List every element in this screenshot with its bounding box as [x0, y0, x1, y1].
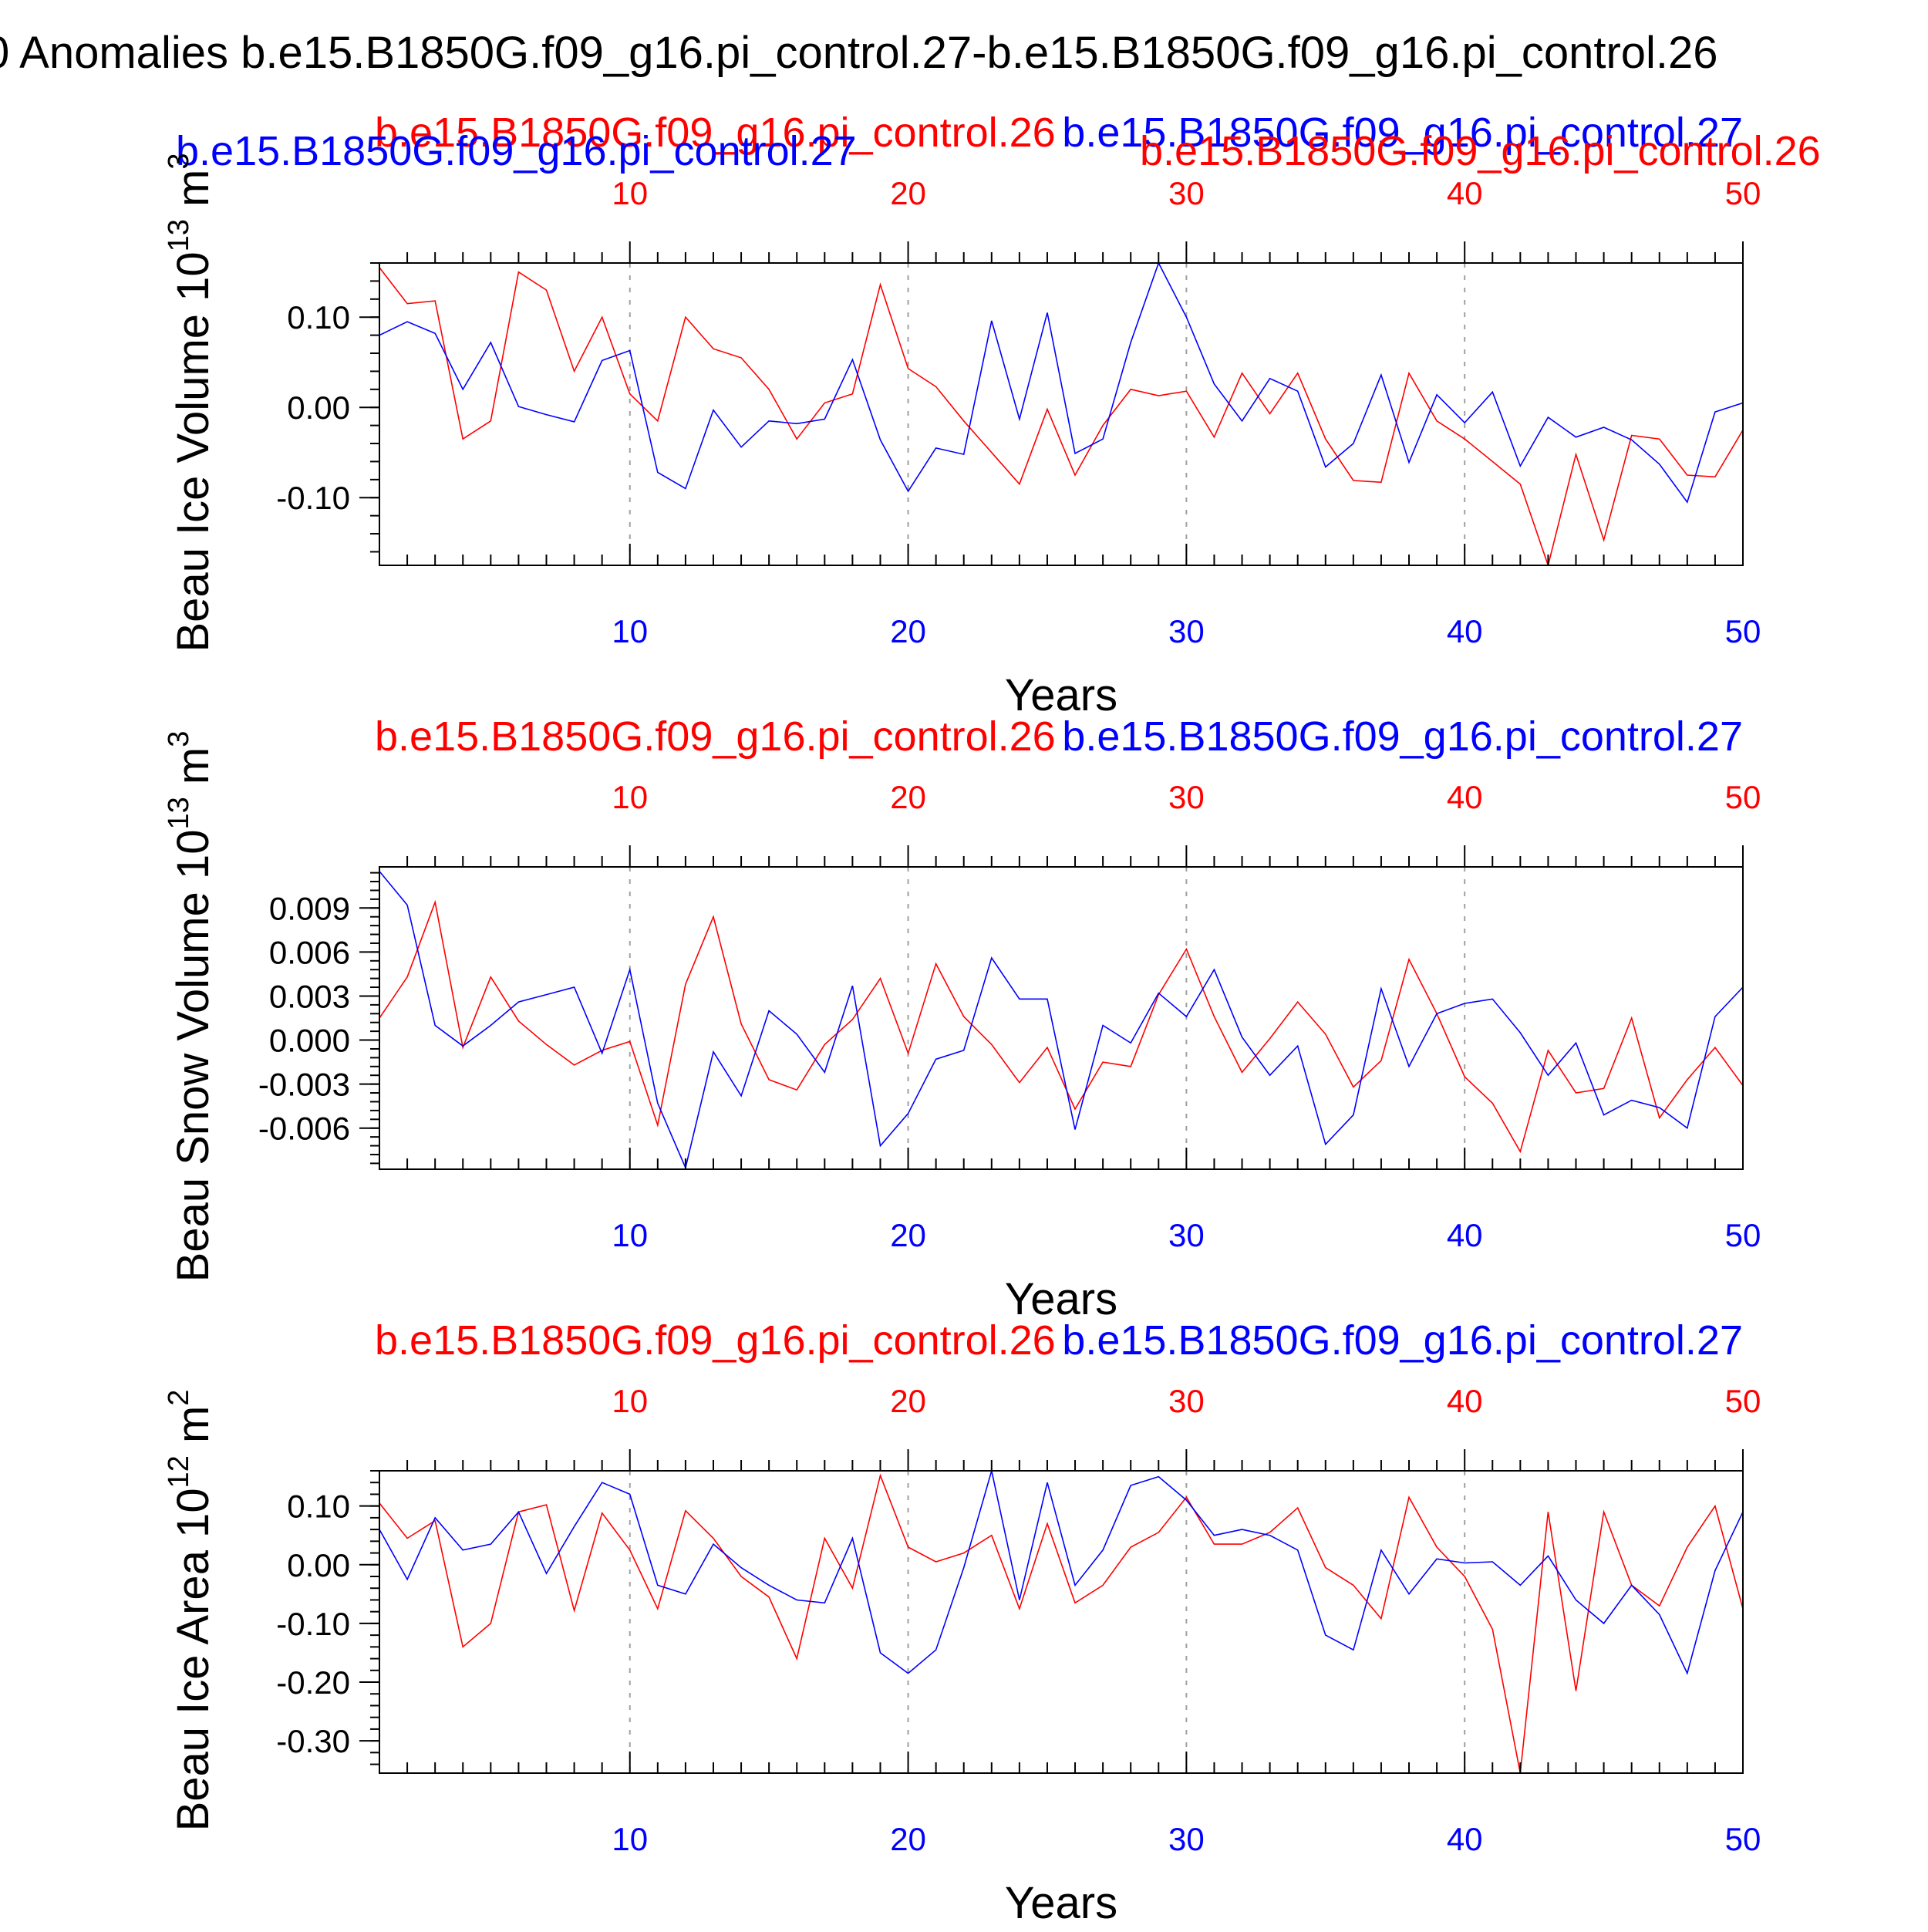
y-tick-label: -0.10: [276, 480, 350, 516]
y-label-unit-exponent: 3: [163, 731, 195, 747]
x-tick-label-top: 20: [890, 175, 926, 211]
y-tick-label: -0.10: [276, 1606, 350, 1642]
top-label-blue: b.e15.B1850G.f09_g16.pi_control.27: [1062, 110, 1743, 156]
y-label-unit: m: [168, 170, 218, 219]
y-label-unit-exponent: 3: [163, 153, 195, 170]
x-tick-label-top: 50: [1725, 175, 1761, 211]
secondary-label-blue: b.e15.B1850G.f09_g16.pi_control.27: [176, 128, 857, 174]
y-tick-label: -0.003: [258, 1067, 350, 1103]
plot-frame: [379, 866, 1744, 1170]
y-tick-label: 0.000: [269, 1023, 350, 1059]
y-tick-label: 0.00: [287, 1547, 350, 1583]
x-tick-label-bottom: 50: [1725, 1217, 1761, 1253]
x-tick-label-bottom: 30: [1168, 613, 1205, 649]
y-label-text: Beau Ice Area 10: [168, 1488, 218, 1831]
x-tick-label-top: 10: [612, 779, 648, 815]
x-tick-label-bottom: 50: [1725, 613, 1761, 649]
y-axis-label: Beau Snow Volume 1013 m3: [163, 731, 218, 1283]
x-tick-label-top: 30: [1168, 779, 1205, 815]
y-label-unit: m: [168, 747, 218, 797]
x-tick-label-top: 40: [1447, 175, 1483, 211]
x-tick-label-bottom: 10: [612, 1821, 648, 1857]
y-tick-label: -0.30: [276, 1723, 350, 1759]
x-tick-label-top: 10: [612, 1383, 648, 1419]
y-label-exponent: 12: [163, 1455, 195, 1488]
top-label-red: b.e15.B1850G.f09_g16.pi_control.26: [375, 1317, 1056, 1364]
x-tick-label-bottom: 40: [1447, 613, 1483, 649]
y-tick-label: -0.20: [276, 1664, 350, 1701]
x-tick-label-bottom: 30: [1168, 1217, 1205, 1253]
series-line-blue: [379, 871, 1743, 1169]
x-axis-label: Years: [1005, 1878, 1117, 1928]
x-tick-label-top: 20: [890, 779, 926, 815]
y-tick-label: -0.006: [258, 1111, 350, 1147]
plot-frame: [379, 1470, 1744, 1774]
x-tick-label-bottom: 20: [890, 613, 926, 649]
y-label-unit-exponent: 2: [163, 1390, 195, 1406]
y-label-exponent: 13: [163, 797, 195, 829]
x-tick-label-top: 30: [1168, 1383, 1205, 1419]
y-tick-label: 0.003: [269, 978, 350, 1014]
series-line-blue: [379, 1471, 1743, 1675]
y-axis-label: Beau Ice Volume 1013 m3: [163, 153, 218, 652]
chart-panel-ice_area: 0.10 0.00 -0.10 -0.20 -0.30 10 10 20 20 30 30 40 40 5…: [163, 1317, 1761, 1928]
figure-title: 0 Anomalies b.e15.B1850G.f09_g16.pi_cont…: [0, 28, 1718, 78]
x-tick-label-top: 20: [890, 1383, 926, 1419]
x-tick-label-top: 30: [1168, 175, 1205, 211]
y-label-text: Beau Ice Volume 10: [168, 251, 218, 652]
y-tick-label: 0.006: [269, 934, 350, 970]
x-axis-label: Years: [1005, 670, 1117, 720]
secondary-label-red: b.e15.B1850G.f09_g16.pi_control.26: [1140, 128, 1821, 174]
x-tick-label-bottom: 10: [612, 1217, 648, 1253]
top-label-red: b.e15.B1850G.f09_g16.pi_control.26: [375, 110, 1056, 156]
y-tick-label: 0.00: [287, 389, 350, 426]
x-tick-label-top: 10: [612, 175, 648, 211]
plot-frame: [379, 262, 1744, 566]
x-tick-label-top: 40: [1447, 779, 1483, 815]
x-axis-label: Years: [1005, 1274, 1117, 1324]
chart-panel-snow_volume: 0.009 0.006 0.003 0.000 -0.003 -0.006 10 10 20 20…: [163, 713, 1761, 1324]
y-tick-label: 0.10: [287, 1489, 350, 1525]
x-tick-label-bottom: 10: [612, 613, 648, 649]
series-line-red: [379, 1473, 1743, 1773]
x-tick-label-bottom: 20: [890, 1217, 926, 1253]
series-line-red: [379, 267, 1743, 565]
top-label-blue: b.e15.B1850G.f09_g16.pi_control.27: [1062, 1317, 1743, 1364]
x-tick-label-top: 50: [1725, 1383, 1761, 1419]
series-line-blue: [379, 263, 1743, 504]
panels: 0.100.00-0.1010102020303040405050b.e15.B…: [163, 110, 1821, 1928]
top-label-red: b.e15.B1850G.f09_g16.pi_control.26: [375, 713, 1056, 760]
x-tick-label-bottom: 40: [1447, 1821, 1483, 1857]
y-tick-label: 0.10: [287, 299, 350, 335]
x-tick-label-bottom: 50: [1725, 1821, 1761, 1857]
x-tick-label-bottom: 40: [1447, 1217, 1483, 1253]
x-tick-label-top: 40: [1447, 1383, 1483, 1419]
x-tick-label-bottom: 30: [1168, 1821, 1205, 1857]
x-tick-label-bottom: 20: [890, 1821, 926, 1857]
y-label-text: Beau Snow Volume 10: [168, 830, 218, 1283]
series-line-red: [379, 899, 1743, 1154]
y-label-unit: m: [168, 1406, 218, 1455]
x-tick-label-top: 50: [1725, 779, 1761, 815]
y-tick-label: 0.009: [269, 890, 350, 926]
top-label-blue: b.e15.B1850G.f09_g16.pi_control.27: [1062, 713, 1743, 760]
chart-panel-ice_volume: 0.100.00-0.1010102020303040405050b.e15.B…: [163, 110, 1821, 720]
y-label-exponent: 13: [163, 219, 195, 251]
y-axis-label: Beau Ice Area 1012 m2: [163, 1390, 218, 1832]
